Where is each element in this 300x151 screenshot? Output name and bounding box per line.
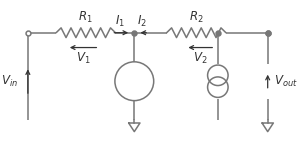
Text: $I_2$: $I_2$ [137,14,147,29]
Text: $V_2$: $V_2$ [193,51,208,66]
Text: $R_1$: $R_1$ [79,10,93,25]
Text: $R_2$: $R_2$ [189,10,204,25]
Text: $V_1$: $V_1$ [76,51,90,66]
Text: $V_{out}$: $V_{out}$ [274,74,298,89]
Text: $V_{in}$: $V_{in}$ [2,74,18,89]
Text: $I_1$: $I_1$ [115,14,125,29]
